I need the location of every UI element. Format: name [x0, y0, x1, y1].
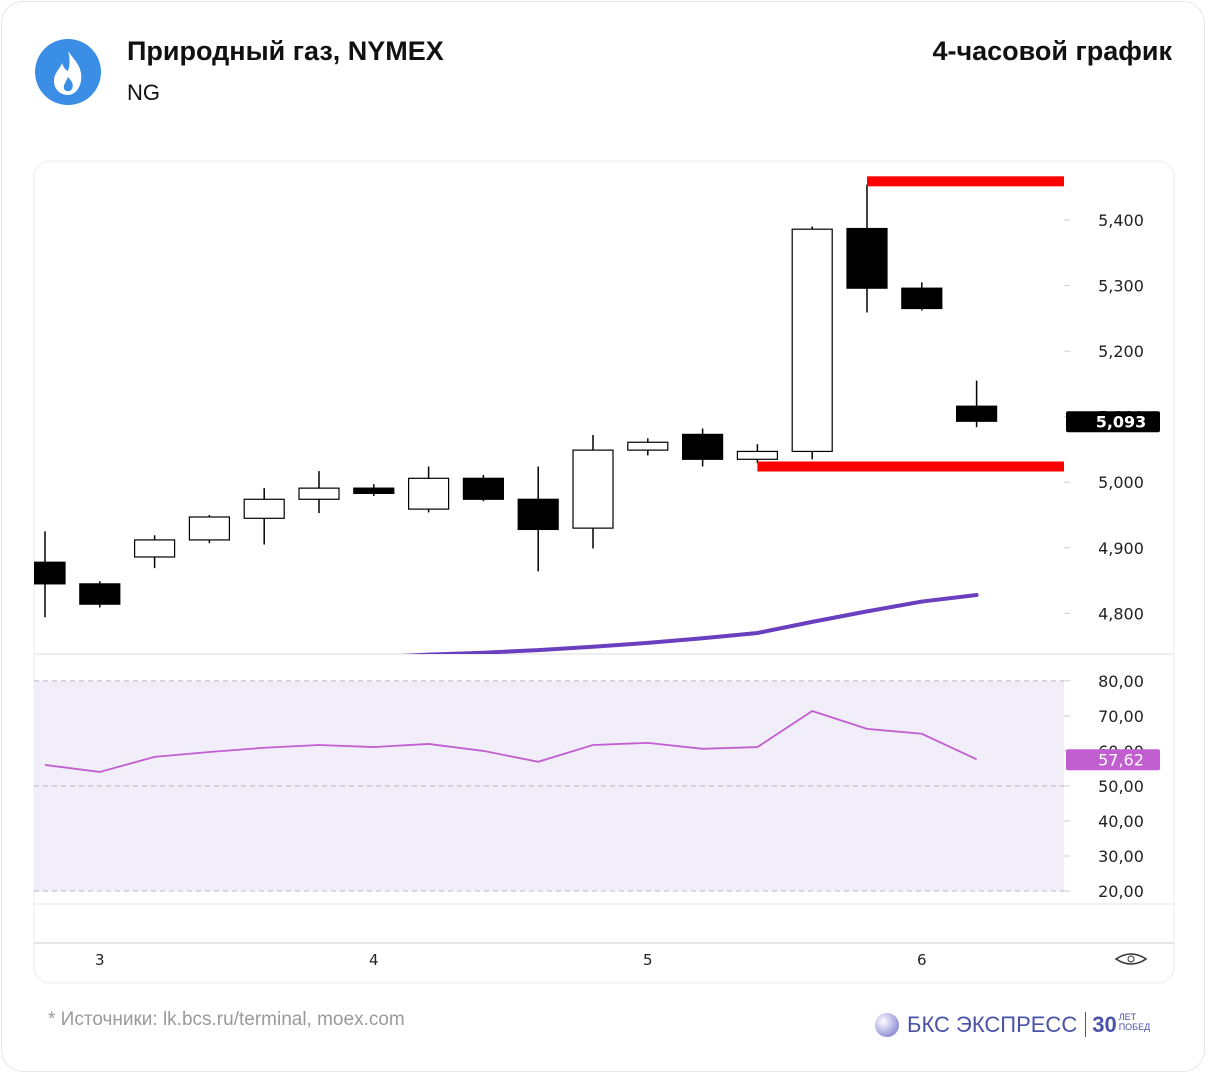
level-line — [757, 461, 1064, 472]
rsi-line — [44, 710, 977, 773]
candle-body — [681, 433, 724, 460]
source: * Источники: lk.bcs.ru/terminal, moex.co… — [48, 1009, 405, 1030]
candle-body — [846, 227, 888, 289]
last-value-box — [1066, 749, 1160, 771]
candle-body — [298, 487, 340, 500]
y-tick-label: 5,000 — [1098, 473, 1144, 492]
y-tick-label: 50,00 — [1098, 777, 1144, 796]
candle-body — [243, 498, 285, 519]
candle-body — [408, 477, 450, 510]
y-tick-label: 5,300 — [1098, 277, 1144, 296]
candle-body — [736, 450, 779, 460]
candle-body — [791, 228, 833, 453]
years: 30 — [1085, 1012, 1117, 1037]
y-tick-label: 4,800 — [1098, 604, 1144, 623]
x-tick-label: 6 — [917, 951, 927, 969]
x-tick-label: 4 — [369, 951, 379, 969]
x-tick-label: 3 — [95, 951, 105, 969]
candle-body — [517, 498, 559, 531]
candle-body — [901, 287, 943, 310]
last-value-label: 57,62 — [1098, 750, 1144, 769]
y-tick-label: 4,900 — [1098, 539, 1144, 558]
last-price-box — [1066, 411, 1160, 433]
candle-body — [627, 441, 669, 451]
title: Природный газ, NYMEX — [127, 36, 444, 66]
gas-icon — [35, 39, 101, 105]
candle-body — [188, 516, 230, 541]
candle-body — [79, 583, 121, 605]
timeframe: 4-часовой график — [932, 36, 1172, 66]
y-tick-label: 80,00 — [1098, 672, 1144, 691]
level-line — [867, 176, 1064, 187]
chart: 4,8004,9005,0005,1005,2005,3005,40034565… — [33, 160, 1175, 984]
brand: БКС ЭКСПРЕСС 30 ЛЕТ ПОБЕД — [875, 1012, 1155, 1038]
candle-body — [572, 449, 614, 529]
y-tick-label: 30,00 — [1098, 847, 1144, 866]
y-tick-label: 5,400 — [1098, 211, 1144, 230]
candle-body — [34, 561, 66, 585]
candle-body — [134, 539, 176, 558]
brand-name: БКС ЭКСПРЕСС — [907, 1012, 1078, 1037]
ticker: NG — [127, 80, 160, 105]
moving-average — [400, 592, 979, 654]
flame — [54, 51, 82, 95]
y-tick-label: 20,00 — [1098, 882, 1144, 901]
y-tick-label: 70,00 — [1098, 707, 1144, 726]
candle-body — [353, 487, 395, 494]
candle-body — [955, 405, 998, 422]
years-note: ЛЕТ ПОБЕД — [1118, 1012, 1151, 1032]
y-tick-label: 5,200 — [1098, 342, 1144, 361]
x-tick-label: 5 — [643, 951, 653, 969]
eye-icon[interactable] — [1114, 953, 1148, 965]
y-tick-label: 40,00 — [1098, 812, 1144, 831]
eye-icon-pupil — [1127, 955, 1135, 963]
last-price-label: 5,093 — [1096, 412, 1147, 431]
candle-body — [462, 477, 504, 500]
plot — [34, 184, 998, 654]
